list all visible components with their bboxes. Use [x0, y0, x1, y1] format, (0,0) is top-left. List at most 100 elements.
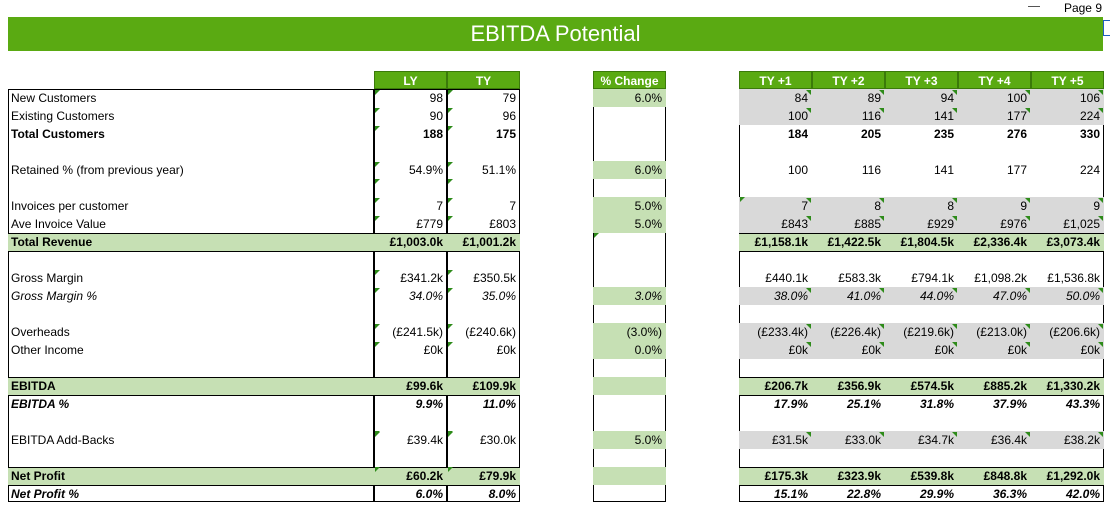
value-ty-plus-3[interactable]: £574.5k	[910, 379, 954, 393]
value-ty-plus-3[interactable]: 8	[885, 197, 958, 215]
value-ly[interactable]: (£241.5k)	[392, 325, 443, 339]
value-ly[interactable]: 188	[422, 127, 443, 141]
value-ty-plus-5[interactable]: 43.3%	[1065, 397, 1100, 411]
value-ty-plus-2[interactable]: £1,422.5k	[827, 235, 881, 249]
value-ty-plus-3[interactable]: 29.9%	[919, 487, 954, 501]
value-ly[interactable]: 54.9%	[408, 163, 443, 177]
value-ty-plus-4[interactable]: £0k	[958, 341, 1031, 359]
value-ty[interactable]: 175	[495, 127, 516, 141]
value-ty-plus-5[interactable]: £3,073.4k	[1046, 235, 1100, 249]
value-pct-change[interactable]: 6.0%	[593, 89, 666, 107]
value-ty-plus-2[interactable]: 116	[812, 107, 885, 125]
value-pct-change[interactable]: 6.0%	[593, 161, 666, 179]
value-ty[interactable]: 35.0%	[481, 289, 516, 303]
value-ty-plus-1[interactable]: £0k	[739, 341, 812, 359]
value-ty-plus-4[interactable]: (£213.0k)	[958, 323, 1031, 341]
value-ty-plus-1[interactable]: £206.7k	[764, 379, 808, 393]
value-ty-plus-1[interactable]: 7	[739, 197, 812, 215]
value-ty-plus-2[interactable]: £0k	[812, 341, 885, 359]
value-ly[interactable]: £60.2k	[406, 469, 443, 483]
value-ty-plus-2[interactable]: 89	[812, 89, 885, 107]
value-ty-plus-1[interactable]: 84	[739, 89, 812, 107]
value-ty-plus-5[interactable]: 9	[1031, 197, 1104, 215]
value-pct-change[interactable]	[593, 395, 666, 413]
value-ty-plus-3[interactable]: (£219.6k)	[885, 323, 958, 341]
value-ty-plus-2[interactable]: 205	[860, 127, 881, 141]
value-ty-plus-1[interactable]: 17.9%	[773, 397, 808, 411]
value-ty[interactable]: 96	[502, 109, 516, 123]
value-ty[interactable]: £0k	[496, 343, 516, 357]
value-ty-plus-1[interactable]: £31.5k	[739, 431, 812, 449]
value-ty-plus-3[interactable]: 31.8%	[919, 397, 954, 411]
value-ty-plus-2[interactable]: £356.9k	[837, 379, 881, 393]
selected-cell-edge[interactable]	[1103, 20, 1110, 36]
value-pct-change[interactable]: 5.0%	[593, 197, 666, 215]
value-ty-plus-5[interactable]: £0k	[1031, 341, 1104, 359]
value-ty-plus-1[interactable]: (£233.4k)	[739, 323, 812, 341]
value-ty-plus-1[interactable]: 100	[739, 107, 812, 125]
value-ty-plus-3[interactable]: £0k	[885, 341, 958, 359]
value-ty-plus-2[interactable]: 116	[861, 163, 881, 177]
value-ty-plus-4[interactable]: 9	[958, 197, 1031, 215]
value-ty[interactable]: 11.0%	[482, 397, 516, 411]
value-ty[interactable]: £30.0k	[479, 433, 516, 447]
value-ty-plus-4[interactable]: £36.4k	[958, 431, 1031, 449]
value-ty-plus-5[interactable]: £38.2k	[1031, 431, 1104, 449]
value-ty-plus-5[interactable]: 50.0%	[1031, 287, 1104, 305]
value-ty-plus-5[interactable]: £1,536.8k	[1047, 271, 1100, 285]
value-ty-plus-1[interactable]: £1,158.1k	[754, 235, 808, 249]
value-ty-plus-4[interactable]: 47.0%	[958, 287, 1031, 305]
value-ty-plus-2[interactable]: £885	[812, 215, 885, 233]
value-ly[interactable]: 98	[429, 91, 443, 105]
value-ty-plus-2[interactable]: 8	[812, 197, 885, 215]
value-ly[interactable]: 9.9%	[415, 397, 443, 411]
value-ty-plus-4[interactable]: £2,336.4k	[973, 235, 1027, 249]
value-ty-plus-4[interactable]: £1,098.2k	[974, 271, 1027, 285]
value-ty-plus-3[interactable]: £1,804.5k	[900, 235, 954, 249]
value-ty-plus-5[interactable]: £1,330.2k	[1046, 379, 1100, 393]
value-ly[interactable]: 34.0%	[408, 289, 443, 303]
value-ty[interactable]: 51.1%	[481, 163, 516, 177]
value-ly[interactable]: £1,003.0k	[389, 235, 443, 249]
value-ty-plus-4[interactable]: 177	[958, 107, 1031, 125]
value-ly[interactable]: £0k	[423, 343, 443, 357]
value-ty-plus-2[interactable]: 22.8%	[846, 487, 881, 501]
value-ty-plus-4[interactable]: £976	[958, 215, 1031, 233]
value-ty-plus-5[interactable]: 224	[1031, 107, 1104, 125]
value-ty-plus-3[interactable]: 141	[933, 163, 954, 177]
value-ty-plus-2[interactable]: 25.1%	[846, 397, 881, 411]
value-ty-plus-4[interactable]: 100	[958, 89, 1031, 107]
value-ty-plus-3[interactable]: 94	[885, 89, 958, 107]
value-pct-change[interactable]: 5.0%	[593, 215, 666, 233]
value-ty-plus-3[interactable]: 141	[885, 107, 958, 125]
value-ty-plus-3[interactable]: £34.7k	[885, 431, 958, 449]
value-ty[interactable]: £1,001.2k	[462, 235, 516, 249]
value-ly[interactable]: 6.0%	[415, 487, 443, 501]
value-pct-change[interactable]	[593, 233, 666, 251]
value-ly[interactable]: 7	[436, 199, 443, 213]
value-ty[interactable]: £803	[489, 217, 516, 231]
value-pct-change[interactable]	[593, 107, 666, 125]
value-ly[interactable]: £341.2k	[400, 271, 443, 285]
value-ty-plus-3[interactable]: 44.0%	[885, 287, 958, 305]
value-ty-plus-1[interactable]: £843	[739, 215, 812, 233]
value-ty-plus-2[interactable]: £323.9k	[837, 469, 881, 483]
value-ly[interactable]: £39.4k	[406, 433, 443, 447]
value-pct-change[interactable]: 5.0%	[593, 431, 666, 449]
value-pct-change[interactable]: (3.0%)	[593, 323, 666, 341]
value-ty-plus-3[interactable]: £929	[885, 215, 958, 233]
value-pct-change[interactable]: 0.0%	[593, 341, 666, 359]
value-ty-plus-5[interactable]: 330	[1079, 127, 1100, 141]
value-ty-plus-1[interactable]: 38.0%	[739, 287, 812, 305]
value-pct-change[interactable]	[593, 269, 666, 287]
value-ty-plus-1[interactable]: 100	[787, 163, 808, 177]
value-ty-plus-4[interactable]: £885.2k	[983, 379, 1027, 393]
value-pct-change[interactable]: 3.0%	[593, 287, 666, 305]
value-pct-change[interactable]	[593, 485, 666, 503]
value-pct-change[interactable]	[593, 467, 666, 485]
value-ly[interactable]: 90	[429, 109, 443, 123]
value-ty-plus-2[interactable]: £583.3k	[838, 271, 881, 285]
value-ly[interactable]: £779	[416, 217, 443, 231]
value-pct-change[interactable]	[593, 377, 666, 395]
value-ty-plus-1[interactable]: £440.1k	[765, 271, 808, 285]
